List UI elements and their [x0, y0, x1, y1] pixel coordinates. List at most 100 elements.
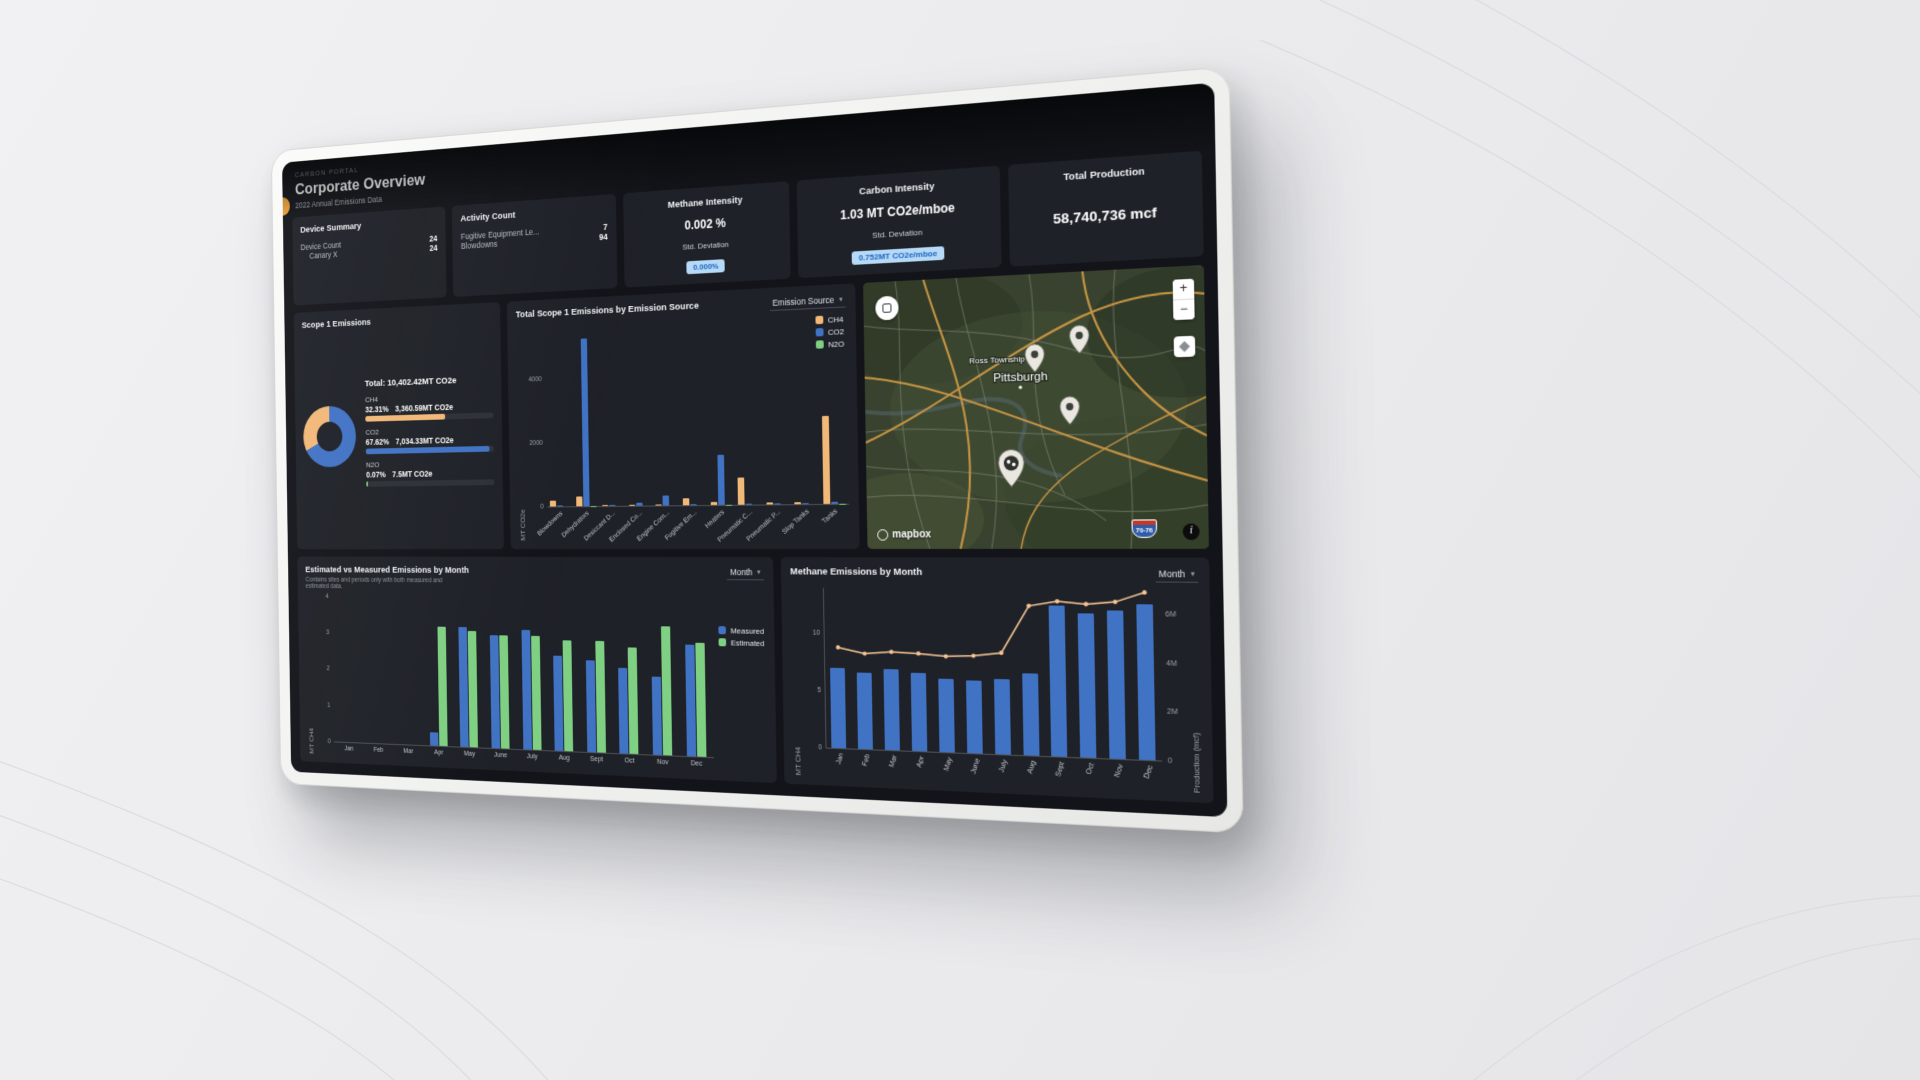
y-tick: 4 [325, 592, 329, 600]
bar-group-oct [610, 599, 646, 755]
legend-swatch [815, 328, 824, 337]
zoom-out-button[interactable]: − [1173, 299, 1195, 320]
dropdown-label: Emission Source [772, 294, 835, 308]
legend-swatch [718, 626, 726, 635]
bar-group-pneumatic-c [732, 318, 763, 505]
legend-item-estimated[interactable]: Estimated [718, 638, 765, 648]
legend-item-co2[interactable]: CO2 [815, 327, 844, 337]
emissions-by-source-card: Total Scope 1 Emissions by Emission Sour… [506, 283, 860, 549]
month-dropdown-estimated[interactable]: Month ▾ [727, 565, 764, 581]
map-info-button[interactable]: i [1182, 523, 1200, 540]
x-tick-label: Dec [1143, 764, 1155, 780]
x-tick-label: Apr [915, 755, 926, 769]
map-zoom-control: + − [1172, 278, 1195, 320]
carbon-intensity-card: Carbon Intensity 1.03 MT CO2e/mboe Std. … [796, 165, 1002, 278]
x-tick-label: Jan [344, 745, 354, 753]
donut-hole [316, 421, 343, 452]
activity-count-rows: Fugitive Equipment Le... 7 Blowdowns 94 [461, 222, 608, 251]
x-tick-label: Sept [1054, 760, 1067, 778]
scope1-breakdown-ch4: CH4 32.31% 3,360.59MT CO2e [365, 391, 494, 422]
gas-percent: 32.31% [365, 403, 389, 414]
bar-group-feb [361, 596, 393, 744]
y-axis-label: MT CH4 [307, 727, 316, 754]
sidebar-toggle-notch[interactable] [282, 196, 290, 216]
legend-label: Measured [730, 626, 765, 636]
methane-by-month-chart: MT CH4 0 5 10 0 2M 4M 6M Jan Feb Mar Apr May June Ju… [790, 587, 1202, 793]
std-deviation-label: Std. Deviation [872, 227, 923, 241]
bar-measured-dec [684, 644, 696, 757]
bar-group-blowdowns [545, 327, 574, 507]
gas-amount: 7.5MT CO2e [392, 468, 433, 479]
x-tick-label: Jan [835, 752, 845, 766]
bar-ch4-slop-tanks [794, 501, 802, 504]
bar-measured-nov [651, 676, 663, 756]
x-tick-label: Tanks [820, 507, 840, 526]
bar-estimated-may [467, 631, 479, 748]
chart-title: Estimated vs Measured Emissions by Month [305, 564, 470, 576]
bar-co2-engine-com [662, 494, 670, 506]
x-tick-label: Nov [1113, 763, 1126, 779]
x-tick-label: Sept [590, 755, 604, 764]
bar-group-desiccant-d [597, 325, 626, 506]
chart-title: Total Scope 1 Emissions by Emission Sour… [515, 300, 699, 321]
tablet-screen: CARBON PORTAL Corporate Overview 2022 An… [282, 82, 1228, 818]
emissions-donut-chart [302, 405, 357, 468]
y-tick-right: 4M [1166, 659, 1178, 668]
dropdown-label: Month [1158, 568, 1186, 580]
month-dropdown-methane[interactable]: Month ▾ [1155, 566, 1199, 583]
chart-plot: 0 1 2 3 4 [326, 593, 714, 759]
bar-group-mar [391, 597, 423, 746]
bar-co2-blowdowns [557, 505, 564, 507]
line-marker [835, 645, 840, 650]
emission-source-dropdown[interactable]: Emission Source ▾ [769, 292, 846, 311]
production-line-series [823, 588, 1161, 761]
scope1-breakdown: Total: 10,402.42MT CO2e CH4 32.31% 3,360.5… [365, 374, 495, 493]
chevron-down-icon: ▾ [1190, 570, 1195, 579]
scope1-breakdown-n2o: N2O 0.07% 7.5MT CO2e [366, 458, 495, 487]
middle-row: Scope 1 Emissions Total: 10,402.42MT CO2… [293, 264, 1209, 549]
x-tick-label: Heaters [703, 508, 726, 530]
activity-count-card: Activity Count Fugitive Equipment Le... 7… [451, 193, 618, 297]
tablet-frame: CARBON PORTAL Corporate Overview 2022 An… [271, 65, 1244, 834]
legend-item-measured[interactable]: Measured [718, 626, 764, 636]
bar-group-july [514, 598, 548, 751]
mapbox-logo: mapbox [877, 529, 931, 541]
methane-intensity-card: Methane Intensity 0.002 % Std. Deviation… [623, 180, 791, 288]
bar-group-nov [643, 599, 679, 756]
map-compass-button[interactable] [1173, 335, 1196, 357]
township-label: Ross Township [969, 354, 1025, 366]
x-tick-label: Aug [558, 754, 570, 762]
zoom-in-button[interactable]: + [1172, 278, 1195, 300]
legend-item-ch4[interactable]: CH4 [814, 314, 844, 325]
bar-measured-oct [618, 668, 629, 754]
y-tick-right: 0 [1167, 756, 1173, 765]
mapbox-logo-text: mapbox [892, 528, 932, 541]
bar-group-heaters [704, 320, 735, 505]
bar-series [332, 596, 714, 757]
bar-group-apr [421, 597, 454, 747]
scope1-body: Total: 10,402.42MT CO2e CH4 32.31% 3,360.5… [302, 325, 495, 541]
bar-ch4-fugitive-em [682, 498, 690, 505]
satellite-map[interactable]: Ross Township Pittsburgh [863, 264, 1209, 549]
bar-group-jan [332, 596, 364, 743]
methane-by-month-card: Methane Emissions by Month Month ▾ MT CH… [780, 556, 1214, 804]
chevron-down-icon: ▾ [757, 568, 761, 576]
estimated-vs-measured-card: Estimated vs Measured Emissions by Month… [297, 556, 777, 784]
chart-subtitle: Contains sites and periods only with bot… [305, 576, 443, 590]
bottom-row: Estimated vs Measured Emissions by Month… [297, 556, 1214, 804]
city-label: Pittsburgh [993, 370, 1048, 385]
device-scene: CARBON PORTAL Corporate Overview 2022 An… [200, 65, 1244, 834]
bar-group-pneumatic-p [760, 317, 791, 505]
legend-item-n2o[interactable]: N2O [815, 339, 844, 349]
bar-group-sept [578, 598, 613, 753]
bar-series [545, 314, 849, 507]
line-marker [1112, 599, 1117, 605]
bar-ch4-desiccant-d [602, 505, 609, 506]
x-tick-label: May [942, 756, 954, 772]
y-tick: 2 [326, 665, 330, 672]
bar-ch4-dehydrators [575, 495, 583, 506]
bar-co2-pneumatic-p [773, 503, 781, 505]
line-marker [1141, 590, 1147, 595]
y-tick: 2000 [529, 439, 543, 447]
scope1-breakdown-list: CH4 32.31% 3,360.59MT CO2e CO2 67.62% 7,034.3… [365, 391, 495, 487]
